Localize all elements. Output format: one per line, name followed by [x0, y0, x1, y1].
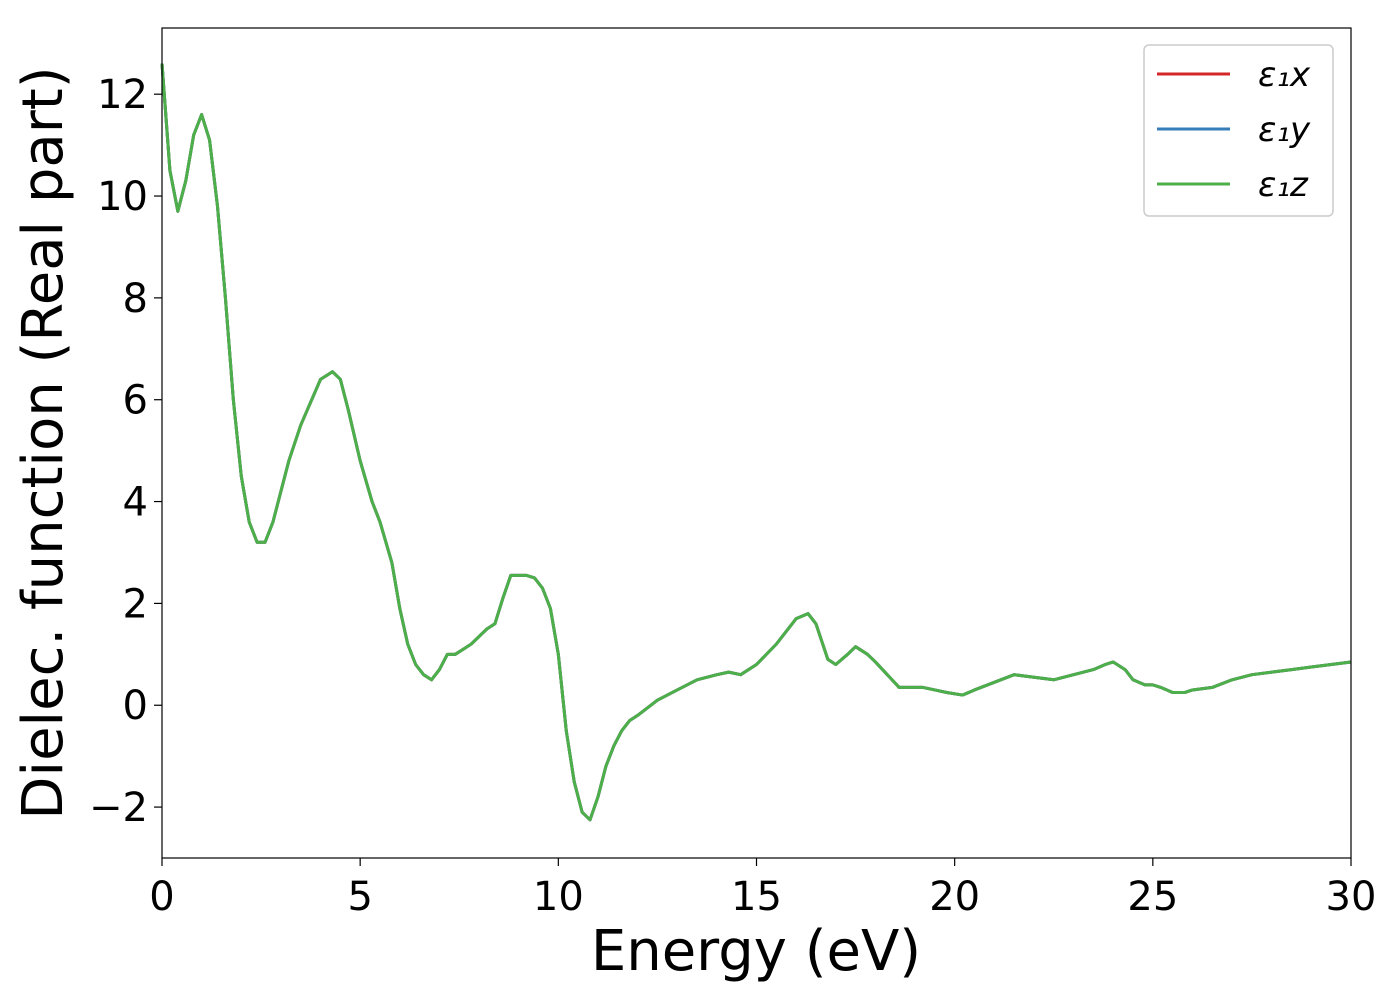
- legend: ε₁x ε₁y ε₁z: [1143, 44, 1334, 217]
- x-tick-label: 0: [149, 874, 174, 920]
- y-tick-label: 2: [123, 581, 148, 627]
- x-tick-label: 25: [1127, 874, 1178, 920]
- x-tick-label: 5: [347, 874, 372, 920]
- x-axis: 0 5 10 15 20 25 30: [149, 858, 1376, 920]
- y-tick-label: 10: [97, 174, 148, 220]
- legend-label-1: ε₁y: [1258, 110, 1311, 150]
- y-tick-label: 4: [123, 480, 148, 526]
- legend-box: [1143, 44, 1334, 217]
- y-tick-label: 8: [123, 276, 148, 322]
- x-tick-label: 30: [1326, 874, 1377, 920]
- y-tick-label: −2: [89, 785, 148, 831]
- series-line-2: [160, 63, 1352, 822]
- x-tick-label: 20: [929, 874, 980, 920]
- y-tick-label: 12: [97, 72, 148, 118]
- y-axis-title: Dielec. function (Real part): [11, 66, 76, 819]
- x-tick-label: 10: [533, 874, 584, 920]
- legend-label-2: ε₁z: [1258, 165, 1309, 205]
- y-tick-label: 0: [123, 683, 148, 729]
- y-axis: −2 0 2 4 6 8 10 12: [89, 72, 162, 831]
- legend-label-0: ε₁x: [1258, 55, 1311, 95]
- x-tick-label: 15: [731, 874, 782, 920]
- y-tick-label: 6: [123, 378, 148, 424]
- series-lines: [160, 63, 1352, 822]
- x-axis-title: Energy (eV): [591, 919, 921, 984]
